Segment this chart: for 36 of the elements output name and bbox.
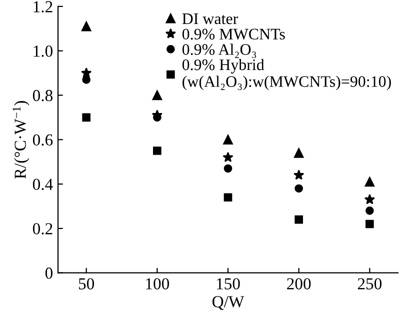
point xyxy=(82,76,90,84)
x-tick-label: 50 xyxy=(78,278,94,290)
y-tick-label: 0.8 xyxy=(32,90,53,102)
point xyxy=(81,22,92,32)
x-axis-title: Q/W xyxy=(212,296,244,310)
point xyxy=(294,148,304,158)
x-tick-label: 250 xyxy=(358,278,382,290)
legend-label: 0.9% MWCNTs xyxy=(182,28,285,40)
x-tick-label: 100 xyxy=(146,278,170,290)
point xyxy=(224,193,232,202)
legend-label: 0.9% Hybrid (w(Al₂O₃):w(MWCNTs)=90:10) xyxy=(182,58,391,90)
point xyxy=(81,67,92,78)
point xyxy=(366,206,374,215)
point xyxy=(294,215,303,224)
point xyxy=(294,170,304,180)
y-axis-title: R/(°C·W$^{−1}$) xyxy=(12,101,30,179)
point xyxy=(152,90,162,100)
x-tick-label: 200 xyxy=(287,278,311,290)
point xyxy=(364,176,375,187)
legend-label: 0.9% Al₂O₃ xyxy=(182,44,256,58)
y-tick-label: 0.4 xyxy=(32,178,53,190)
point xyxy=(222,152,234,162)
x-tick-label: 150 xyxy=(216,278,240,290)
y-tick-label: 0 xyxy=(45,268,53,279)
point xyxy=(223,134,233,144)
point xyxy=(364,194,375,204)
y-tick-label: 1.0 xyxy=(34,46,53,57)
point xyxy=(294,184,303,193)
point xyxy=(153,146,162,155)
point xyxy=(82,113,90,122)
y-tick-label: 0.6 xyxy=(32,134,53,146)
legend-label: DI water xyxy=(182,14,238,24)
y-tick-label: 1.2 xyxy=(34,1,52,12)
point xyxy=(224,164,232,173)
y-tick-label: 0.2 xyxy=(32,223,52,234)
point xyxy=(366,220,374,228)
